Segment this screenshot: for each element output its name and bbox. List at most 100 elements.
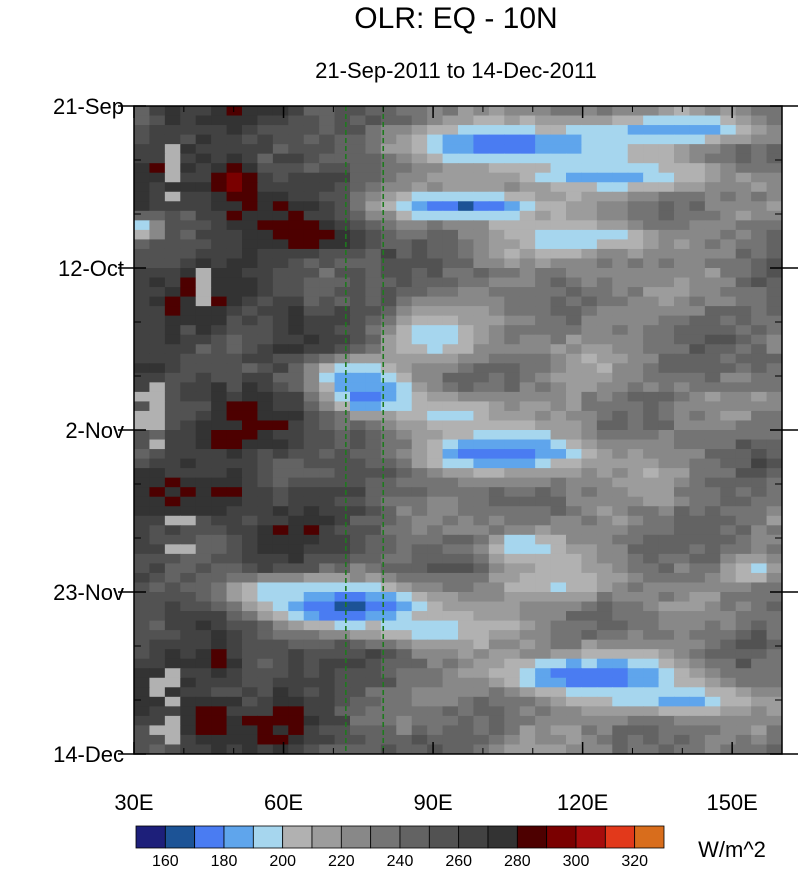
heatmap-cell: [550, 449, 567, 460]
heatmap-cell: [319, 477, 336, 488]
heatmap-cell: [627, 744, 644, 754]
heatmap-cell: [442, 677, 459, 688]
heatmap-cell: [365, 410, 382, 422]
heatmap-cell: [350, 268, 367, 279]
heatmap-cell: [427, 382, 444, 393]
heatmap-cell: [257, 353, 274, 364]
heatmap-cell: [380, 344, 397, 355]
heatmap-cell: [766, 163, 782, 174]
heatmap-cell: [658, 477, 675, 488]
heatmap-cell: [504, 458, 521, 469]
heatmap-cell: [596, 296, 613, 307]
heatmap-cell: [149, 496, 166, 507]
heatmap-cell: [627, 677, 644, 688]
colorbar-swatch: [135, 825, 166, 849]
heatmap-cell: [766, 277, 782, 288]
heatmap-cell: [303, 410, 320, 422]
heatmap-cell: [535, 515, 552, 526]
heatmap-cell: [350, 163, 367, 174]
heatmap-cell: [365, 544, 382, 555]
heatmap-cell: [689, 611, 706, 622]
heatmap-cell: [226, 106, 243, 117]
heatmap-cell: [550, 382, 567, 393]
heatmap-cell: [134, 363, 151, 374]
heatmap-cell: [689, 191, 706, 202]
heatmap-cell: [134, 144, 151, 155]
heatmap-cell: [242, 239, 259, 250]
heatmap-cell: [535, 449, 552, 460]
heatmap-cell: [149, 515, 166, 526]
chart-title: OLR: EQ - 10N: [354, 2, 557, 35]
heatmap-cell: [473, 687, 490, 698]
heatmap-cell: [427, 401, 444, 412]
heatmap-cell: [411, 496, 428, 507]
heatmap-cell: [149, 687, 166, 698]
heatmap-cell: [380, 592, 397, 603]
heatmap-cell: [627, 153, 644, 164]
heatmap-cell: [689, 306, 706, 317]
heatmap-cell: [704, 134, 721, 145]
heatmap-cell: [396, 210, 413, 221]
heatmap-cell: [658, 315, 675, 326]
heatmap-cell: [195, 210, 212, 221]
heatmap-cell: [720, 353, 737, 364]
heatmap-cell: [411, 372, 428, 383]
heatmap-cell: [643, 592, 660, 603]
heatmap-cell: [535, 525, 552, 536]
heatmap-cell: [704, 687, 721, 698]
heatmap-cell: [627, 611, 644, 622]
heatmap-cell: [365, 506, 382, 517]
heatmap-cell: [242, 487, 259, 498]
heatmap-cell: [612, 410, 629, 422]
heatmap-cell: [134, 229, 151, 241]
colorbar-label: 200: [269, 853, 296, 869]
heatmap-cell: [627, 172, 644, 183]
heatmap-cell: [396, 363, 413, 374]
heatmap-cell: [319, 182, 336, 193]
heatmap-cell: [751, 563, 768, 574]
heatmap-cell: [211, 182, 228, 193]
heatmap-cell: [195, 649, 212, 660]
heatmap-cell: [596, 477, 613, 488]
heatmap-cell: [766, 201, 782, 212]
heatmap-cell: [658, 363, 675, 374]
heatmap-cell: [350, 630, 367, 641]
heatmap-cell: [627, 115, 644, 126]
heatmap-cell: [350, 696, 367, 707]
colorbar-swatch: [340, 825, 372, 849]
heatmap-cell: [149, 639, 166, 650]
heatmap-cell: [674, 182, 691, 193]
heatmap-cell: [411, 201, 428, 212]
heatmap-cell: [257, 220, 274, 231]
heatmap-cell: [180, 668, 197, 679]
heatmap-cell: [350, 563, 367, 574]
heatmap-cell: [427, 592, 444, 603]
heatmap-cell: [766, 248, 782, 260]
heatmap-cell: [504, 172, 521, 183]
heatmap-cell: [488, 725, 505, 736]
heatmap-cell: [134, 382, 151, 393]
heatmap-cell: [303, 391, 320, 403]
heatmap-cell: [288, 372, 305, 383]
heatmap-cell: [380, 106, 397, 117]
heatmap-cell: [612, 125, 629, 136]
heatmap-cell: [195, 696, 212, 707]
heatmap-cell: [226, 134, 243, 145]
heatmap-cell: [550, 592, 567, 603]
heatmap-cell: [535, 496, 552, 507]
heatmap-cell: [566, 715, 583, 727]
heatmap-cell: [149, 715, 166, 727]
heatmap-cell: [581, 391, 598, 403]
heatmap-cell: [195, 191, 212, 202]
heatmap-cell: [488, 706, 505, 717]
heatmap-cell: [411, 287, 428, 298]
heatmap-cell: [180, 363, 197, 374]
heatmap-cell: [658, 229, 675, 241]
heatmap-cell: [535, 706, 552, 717]
heatmap-cell: [350, 725, 367, 736]
heatmap-cell: [689, 210, 706, 221]
heatmap-cell: [411, 182, 428, 193]
heatmap-cell: [627, 125, 644, 136]
heatmap-cell: [380, 325, 397, 336]
heatmap-cell: [751, 582, 768, 593]
